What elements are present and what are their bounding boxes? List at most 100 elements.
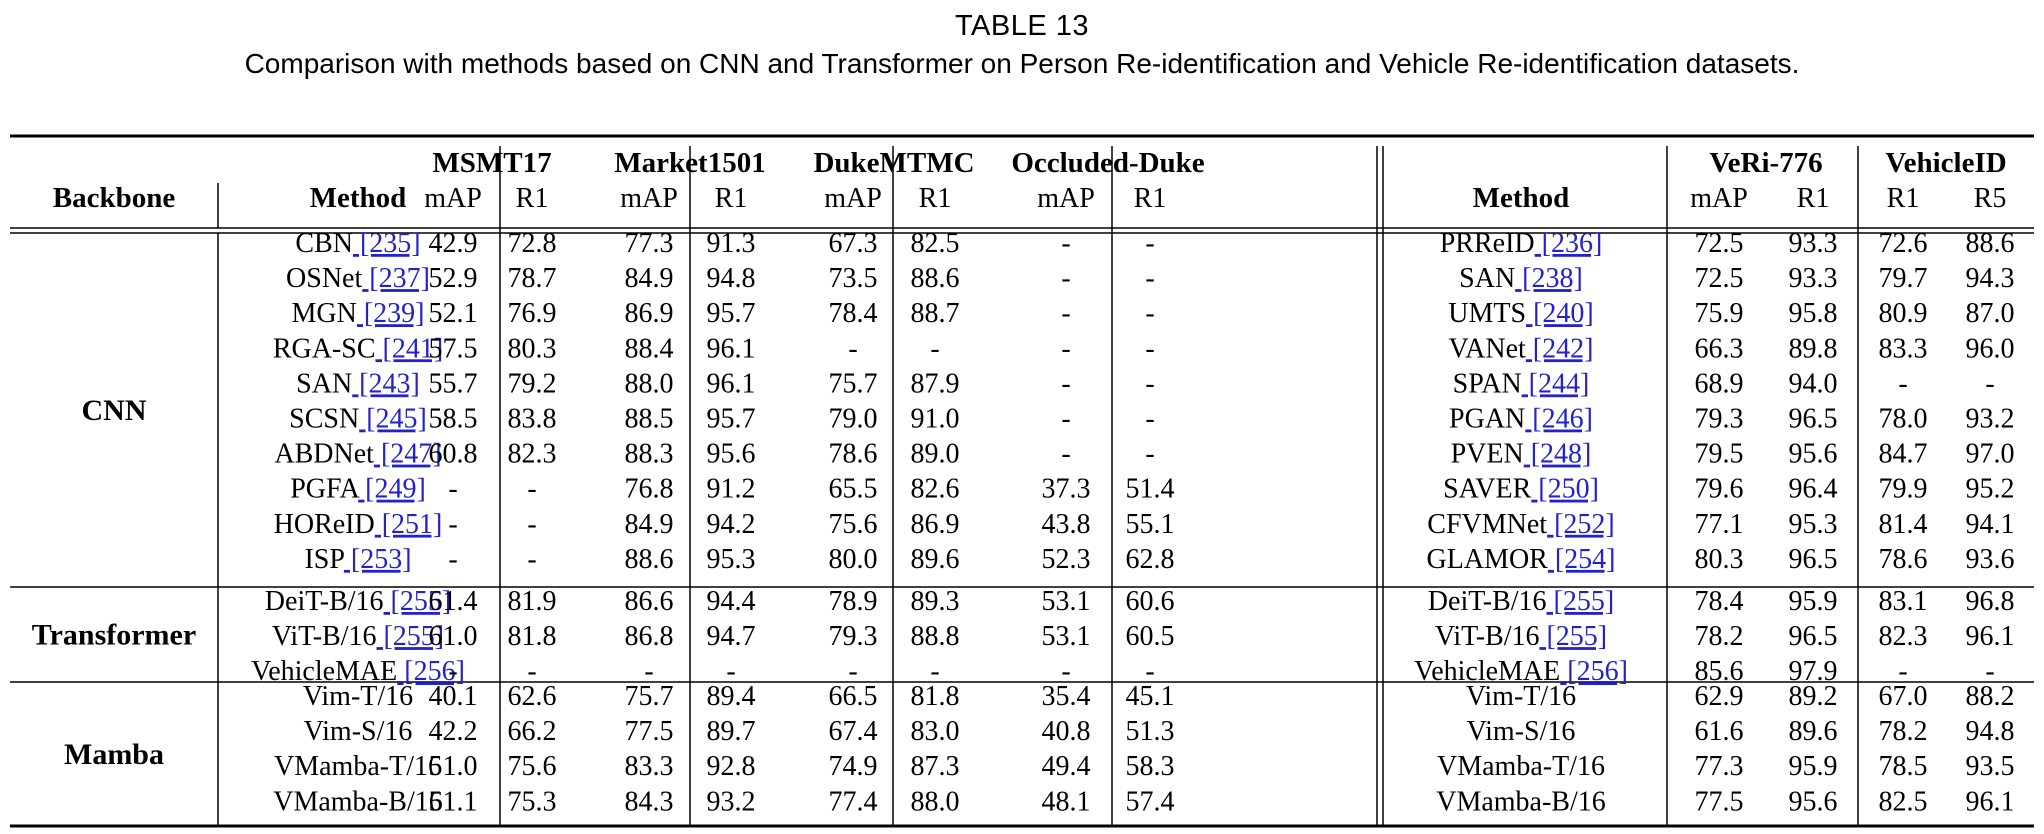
metric-value: 95.3 bbox=[1789, 509, 1838, 540]
citation-link[interactable]: [241] bbox=[376, 333, 444, 364]
metric-header: R1 bbox=[715, 183, 748, 214]
metric-value: 87.3 bbox=[911, 751, 960, 782]
metric-value: 67.4 bbox=[829, 716, 878, 747]
method-label: UMTS bbox=[1448, 298, 1526, 329]
metric-value: 65.5 bbox=[829, 474, 878, 505]
metric-value: 72.5 bbox=[1695, 228, 1744, 259]
citation-link[interactable]: [239] bbox=[357, 298, 425, 329]
citation-link[interactable]: [255] bbox=[1539, 621, 1607, 652]
method-label: CFVMNet bbox=[1427, 509, 1547, 540]
metric-value: 61.4 bbox=[429, 586, 478, 617]
method-label: SAN bbox=[1459, 263, 1515, 294]
metric-value: 76.9 bbox=[508, 298, 557, 329]
metric-value: 43.8 bbox=[1042, 509, 1091, 540]
metric-value: 88.0 bbox=[625, 368, 674, 399]
metric-value: - bbox=[848, 656, 857, 687]
method-name: OSNet [237] bbox=[286, 263, 430, 294]
metric-value: 89.0 bbox=[911, 439, 960, 470]
method-name: ViT-B/16 [255] bbox=[1435, 621, 1607, 652]
metric-value: 84.7 bbox=[1879, 439, 1928, 470]
metric-value: 82.3 bbox=[508, 439, 557, 470]
dataset-header: DukeMTMC bbox=[813, 147, 974, 179]
metric-value: 96.1 bbox=[707, 333, 756, 364]
metric-value: 42.9 bbox=[429, 228, 478, 259]
metric-value: 88.6 bbox=[625, 544, 674, 575]
citation-link[interactable]: [246] bbox=[1525, 404, 1593, 435]
metric-value: 92.8 bbox=[707, 751, 756, 782]
citation-link[interactable]: [255] bbox=[376, 621, 444, 652]
metric-value: 83.0 bbox=[911, 716, 960, 747]
metric-value: 83.3 bbox=[1879, 333, 1928, 364]
citation-link[interactable]: [236] bbox=[1535, 228, 1603, 259]
citation-link[interactable]: [249] bbox=[358, 474, 426, 505]
citation-link[interactable]: [256] bbox=[397, 656, 465, 687]
metric-header: R1 bbox=[1134, 183, 1167, 214]
method-label: VehicleMAE bbox=[251, 656, 397, 687]
citation-link[interactable]: [250] bbox=[1531, 474, 1599, 505]
metric-value: 95.8 bbox=[1789, 298, 1838, 329]
method-name: ABDNet [247] bbox=[274, 439, 441, 470]
metric-value: 94.8 bbox=[707, 263, 756, 294]
method-label: RGA-SC bbox=[273, 333, 376, 364]
metric-value: 95.6 bbox=[1789, 786, 1838, 817]
citation-link[interactable]: [240] bbox=[1526, 298, 1594, 329]
metric-value: 77.4 bbox=[829, 786, 878, 817]
citation-link[interactable]: [235] bbox=[353, 228, 421, 259]
method-label: HOReID bbox=[274, 509, 375, 540]
metric-value: 53.1 bbox=[1042, 621, 1091, 652]
table-row: PGFA [249] - -76.8 91.2 65.5 82.6 37.3 51.4 SAVE… bbox=[290, 474, 2014, 505]
method-name: HOReID [251] bbox=[274, 509, 443, 540]
citation-link[interactable]: [243] bbox=[352, 368, 420, 399]
citation-link[interactable]: [255] bbox=[384, 586, 452, 617]
citation-link[interactable]: [238] bbox=[1515, 263, 1583, 294]
citation-link[interactable]: [245] bbox=[359, 404, 427, 435]
metric-header: mAP bbox=[424, 183, 482, 214]
metric-value: 62.6 bbox=[508, 681, 557, 712]
metric-value: 80.3 bbox=[1695, 544, 1744, 575]
metric-value: 55.7 bbox=[429, 368, 478, 399]
metric-value: 83.1 bbox=[1879, 586, 1928, 617]
metric-value: 68.9 bbox=[1695, 368, 1744, 399]
metric-value: 45.1 bbox=[1126, 681, 1175, 712]
method-label: PVEN bbox=[1451, 439, 1524, 470]
metric-value: 77.3 bbox=[1695, 751, 1744, 782]
metric-value: 61.6 bbox=[1695, 716, 1744, 747]
method-label: VMamba-B/16 bbox=[1436, 786, 1606, 817]
method-name: VehicleMAE [256] bbox=[251, 656, 465, 687]
metric-value: 76.8 bbox=[625, 474, 674, 505]
method-label: Vim-T/16 bbox=[303, 681, 413, 712]
metric-value: 87.9 bbox=[911, 368, 960, 399]
metric-value: 88.3 bbox=[625, 439, 674, 470]
citation-link[interactable]: [247] bbox=[374, 439, 442, 470]
metric-value: 89.6 bbox=[1789, 716, 1838, 747]
metric-value: 78.6 bbox=[829, 439, 878, 470]
citation-link[interactable]: [242] bbox=[1526, 333, 1594, 364]
citation-link[interactable]: [253] bbox=[344, 544, 412, 575]
method-label: PGFA bbox=[290, 474, 360, 505]
method-label: VehicleMAE bbox=[1414, 656, 1560, 687]
metric-value: - bbox=[1145, 298, 1154, 329]
table-row: DeiT-B/16 [255]61.4 81.9 86.6 94.4 78.9 89.3 5… bbox=[265, 586, 2015, 617]
citation-link[interactable]: [248] bbox=[1524, 439, 1592, 470]
metric-value: 66.3 bbox=[1695, 333, 1744, 364]
method-name: PVEN [248] bbox=[1451, 439, 1592, 470]
metric-value: 96.5 bbox=[1789, 621, 1838, 652]
metric-value: 79.2 bbox=[508, 368, 557, 399]
citation-link[interactable]: [254] bbox=[1548, 544, 1616, 575]
citation-link[interactable]: [244] bbox=[1522, 368, 1590, 399]
method-name: SAVER [250] bbox=[1443, 474, 1599, 505]
citation-link[interactable]: [252] bbox=[1547, 509, 1615, 540]
metric-value: 89.3 bbox=[911, 586, 960, 617]
citation-link[interactable]: [255] bbox=[1547, 586, 1615, 617]
method-label: VMamba-T/16 bbox=[1437, 751, 1605, 782]
metric-value: 88.8 bbox=[911, 621, 960, 652]
method-header: Method bbox=[1473, 182, 1570, 214]
method-label: Vim-S/16 bbox=[1467, 716, 1576, 747]
citation-link[interactable]: [256] bbox=[1560, 656, 1628, 687]
citation-link[interactable]: [237] bbox=[362, 263, 430, 294]
metric-value: 79.3 bbox=[829, 621, 878, 652]
metric-value: 97.9 bbox=[1789, 656, 1838, 687]
method-name: RGA-SC [241] bbox=[273, 333, 443, 364]
citation-link[interactable]: [251] bbox=[375, 509, 443, 540]
